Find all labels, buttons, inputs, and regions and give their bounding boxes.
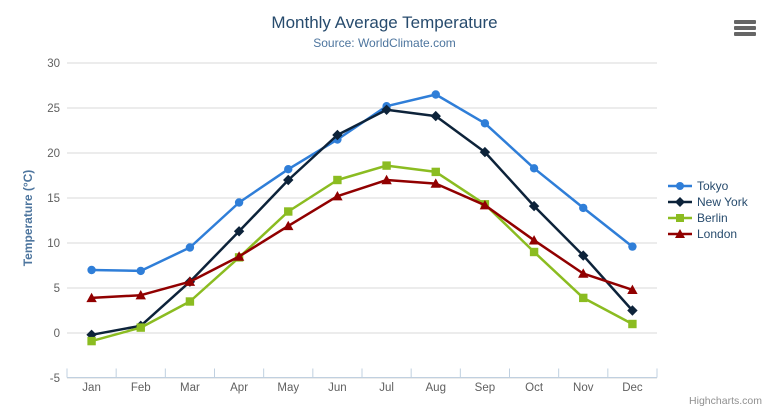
legend-label: Tokyo — [697, 179, 729, 193]
circle-legend-marker-icon — [668, 182, 692, 190]
data-point-marker[interactable] — [87, 336, 96, 346]
data-point-marker — [676, 182, 684, 190]
data-point-marker[interactable] — [185, 297, 195, 306]
data-point-marker[interactable] — [528, 235, 540, 245]
data-point-marker[interactable] — [283, 220, 294, 231]
series-line — [90, 108, 634, 337]
data-point-marker — [675, 229, 685, 238]
data-point-marker[interactable] — [480, 119, 490, 128]
data-point-marker[interactable] — [135, 290, 146, 300]
data-point-marker[interactable] — [479, 200, 491, 210]
data-point-marker[interactable] — [381, 174, 392, 185]
x-axis-label: Jul — [379, 382, 394, 394]
data-point-marker[interactable] — [529, 164, 539, 173]
chart-title: Monthly Average Temperature — [271, 13, 498, 32]
data-point-marker[interactable] — [284, 207, 293, 216]
data-point-marker[interactable] — [87, 265, 96, 275]
data-point-marker[interactable] — [185, 243, 195, 252]
data-point-marker[interactable] — [579, 293, 588, 303]
data-point-marker — [676, 214, 684, 222]
legend-label: New York — [697, 195, 748, 209]
x-axis-label: Jun — [328, 382, 347, 394]
data-point-marker[interactable] — [627, 305, 638, 316]
menu-bar — [734, 20, 756, 24]
legend-item-berlin[interactable]: Berlin — [668, 210, 748, 226]
data-point-marker[interactable] — [627, 284, 638, 294]
legend-label: Berlin — [697, 211, 728, 225]
x-axis-label: May — [277, 382, 299, 394]
y-axis-title: Temperature (°C) — [21, 169, 35, 267]
y-axis-label: 5 — [54, 283, 60, 295]
legend-item-london[interactable]: London — [668, 226, 748, 242]
x-axis-label: Feb — [131, 382, 151, 394]
data-point-marker[interactable] — [431, 90, 440, 99]
y-axis-label: 25 — [47, 103, 60, 115]
data-point-marker[interactable] — [233, 226, 245, 237]
legend-item-new-york[interactable]: New York — [668, 194, 748, 210]
series-line — [90, 93, 634, 273]
series-tokyo — [87, 90, 637, 276]
data-point-marker[interactable] — [284, 165, 293, 174]
y-axis-label: 15 — [47, 193, 60, 205]
menu-bar — [734, 32, 756, 36]
x-axis-label: Mar — [180, 382, 200, 394]
data-point-marker[interactable] — [381, 104, 392, 115]
square-legend-marker-icon — [668, 214, 692, 222]
x-axis-label: Nov — [573, 382, 594, 394]
data-point-marker[interactable] — [529, 247, 539, 257]
y-axis-label: 0 — [54, 328, 60, 340]
data-point-marker[interactable] — [382, 161, 391, 170]
data-point-marker[interactable] — [578, 268, 589, 278]
data-point-marker[interactable] — [479, 146, 491, 158]
hamburger-menu-icon[interactable] — [734, 20, 756, 36]
y-axis-label: 10 — [47, 238, 60, 250]
x-axis-label: Dec — [622, 382, 643, 394]
data-point-marker[interactable] — [233, 251, 245, 261]
legend-item-tokyo[interactable]: Tokyo — [668, 178, 748, 194]
credits-link[interactable]: Highcharts.com — [689, 395, 762, 407]
diamond-legend-marker-icon — [668, 197, 692, 207]
data-point-marker[interactable] — [579, 203, 588, 213]
data-point-marker[interactable] — [86, 292, 97, 303]
y-axis-label: -5 — [50, 373, 60, 385]
x-axis-label: Apr — [230, 382, 248, 394]
chart-subtitle: Source: WorldClimate.com — [313, 36, 456, 50]
legend-label: London — [697, 227, 738, 241]
data-point-marker[interactable] — [136, 266, 145, 276]
series-line — [90, 164, 634, 343]
x-axis-label: Oct — [525, 382, 544, 394]
data-point-marker[interactable] — [430, 178, 441, 188]
x-axis-label: Sep — [475, 382, 495, 394]
x-axis-label: Aug — [426, 382, 446, 394]
data-point-marker[interactable] — [528, 200, 540, 212]
data-point-marker[interactable] — [628, 319, 637, 329]
series-line — [90, 178, 634, 300]
series-london — [86, 174, 638, 303]
data-point-marker[interactable] — [283, 174, 294, 186]
data-point-marker[interactable] — [431, 167, 440, 177]
data-point-marker[interactable] — [234, 198, 244, 207]
data-point-marker[interactable] — [184, 276, 196, 286]
data-point-marker[interactable] — [136, 323, 145, 332]
triangle-legend-marker-icon — [668, 229, 692, 238]
data-point-marker[interactable] — [332, 191, 343, 201]
data-point-marker[interactable] — [578, 250, 589, 261]
data-point-marker — [675, 197, 685, 207]
series-new-york — [86, 104, 638, 340]
data-point-marker[interactable] — [332, 129, 343, 141]
menu-bar — [734, 26, 756, 30]
legend: Tokyo New York Berlin London — [668, 178, 748, 242]
y-axis-label: 20 — [47, 148, 60, 160]
y-axis-label: 30 — [47, 58, 60, 70]
x-axis-label: Jan — [82, 382, 101, 394]
data-point-marker[interactable] — [430, 110, 441, 122]
data-point-marker[interactable] — [333, 175, 342, 185]
data-point-marker[interactable] — [628, 242, 637, 251]
